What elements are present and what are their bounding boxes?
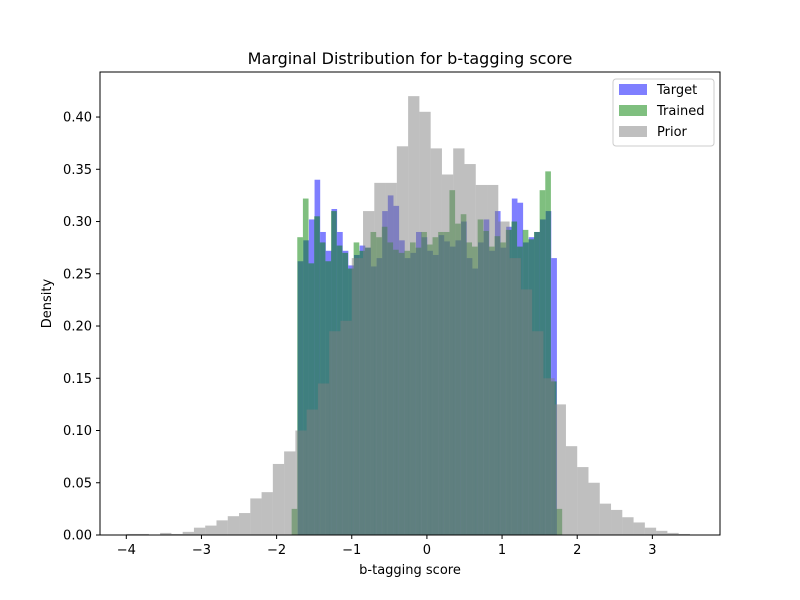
bar-prior xyxy=(577,467,589,535)
bar-prior xyxy=(611,509,623,535)
bar-prior xyxy=(644,527,657,535)
x-axis: −4 −3 −2 −1 0 1 2 3 xyxy=(117,535,657,558)
bar-trained xyxy=(297,237,303,535)
bar-prior xyxy=(599,503,612,535)
bar-prior xyxy=(509,258,521,535)
x-tick-label: −2 xyxy=(267,543,286,558)
bar-prior xyxy=(633,522,645,535)
bar-prior xyxy=(385,182,397,535)
bar-prior xyxy=(419,111,431,536)
x-tick-label: 2 xyxy=(573,543,581,558)
bar-prior xyxy=(340,320,352,535)
bar-trained xyxy=(545,171,551,535)
bar-prior xyxy=(250,498,262,535)
bar-prior xyxy=(498,221,510,536)
bar-prior xyxy=(193,527,206,535)
bar-prior xyxy=(306,409,318,535)
y-tick-label: 0.15 xyxy=(63,372,92,387)
bar-prior xyxy=(430,148,442,535)
bar-prior xyxy=(284,451,296,535)
bar-prior xyxy=(216,520,228,535)
bar-prior xyxy=(137,533,149,535)
y-tick-label: 0.40 xyxy=(63,111,92,126)
bar-prior xyxy=(441,174,454,536)
bar-prior xyxy=(464,164,476,535)
legend-swatch-target xyxy=(619,84,647,95)
y-tick-label: 0.35 xyxy=(63,163,92,178)
bar-prior xyxy=(554,404,566,535)
x-tick-label: −3 xyxy=(192,543,211,558)
bar-prior xyxy=(182,531,194,535)
bar-prior xyxy=(363,211,375,535)
chart-title: Marginal Distribution for b-tagging scor… xyxy=(248,49,573,68)
bar-prior xyxy=(453,148,465,535)
bar-prior xyxy=(272,463,285,535)
bars-layer xyxy=(126,96,690,536)
bar-trained xyxy=(302,198,309,536)
x-axis-label: b-tagging score xyxy=(359,563,461,578)
bar-prior xyxy=(295,430,307,535)
bar-prior xyxy=(171,533,183,535)
bar-prior xyxy=(532,331,544,535)
legend-label-prior: Prior xyxy=(657,125,688,140)
bar-trained xyxy=(314,216,320,535)
bar-prior xyxy=(475,184,488,535)
bar-prior xyxy=(126,533,138,535)
bar-prior xyxy=(588,482,600,535)
y-tick-label: 0.25 xyxy=(63,267,92,282)
bar-prior xyxy=(543,378,555,535)
y-tick-label: 0.30 xyxy=(63,215,92,230)
bar-prior xyxy=(520,289,533,535)
bar-prior xyxy=(622,517,634,535)
plot-frame xyxy=(99,71,721,536)
bar-prior xyxy=(678,533,690,535)
bar-prior xyxy=(160,532,172,535)
x-tick-label: −1 xyxy=(342,543,361,558)
y-axis: 0.00 0.05 0.10 0.15 0.20 0.25 0.30 0.35 0.40 xyxy=(63,111,100,544)
bar-prior xyxy=(656,530,668,535)
bar-prior xyxy=(408,96,420,535)
y-axis-label: Density xyxy=(40,278,55,328)
legend-swatch-prior xyxy=(619,126,647,137)
bar-prior xyxy=(565,446,578,535)
bar-trained xyxy=(308,263,315,535)
x-tick-label: −4 xyxy=(117,543,136,558)
x-tick-label: 0 xyxy=(423,543,431,558)
bar-prior xyxy=(205,525,217,535)
bar-prior xyxy=(317,383,330,535)
y-tick-label: 0.20 xyxy=(63,320,92,335)
y-tick-label: 0.10 xyxy=(63,424,92,439)
bar-prior xyxy=(351,258,364,535)
legend-label-target: Target xyxy=(656,83,697,98)
bar-prior xyxy=(261,492,273,535)
series-prior xyxy=(126,96,690,536)
bar-prior xyxy=(227,516,240,535)
x-tick-label: 3 xyxy=(648,543,656,558)
y-tick-label: 0.00 xyxy=(63,529,92,544)
legend-label-trained: Trained xyxy=(656,104,704,119)
bar-prior xyxy=(239,513,251,535)
bar-prior xyxy=(667,532,679,535)
bar-prior xyxy=(374,182,386,535)
x-tick-label: 1 xyxy=(498,543,506,558)
bar-prior xyxy=(329,331,341,535)
bar-prior xyxy=(396,146,409,536)
legend-swatch-trained xyxy=(619,105,647,116)
legend: Target Trained Prior xyxy=(612,78,715,147)
y-tick-label: 0.05 xyxy=(63,476,92,491)
bar-prior xyxy=(487,184,499,535)
